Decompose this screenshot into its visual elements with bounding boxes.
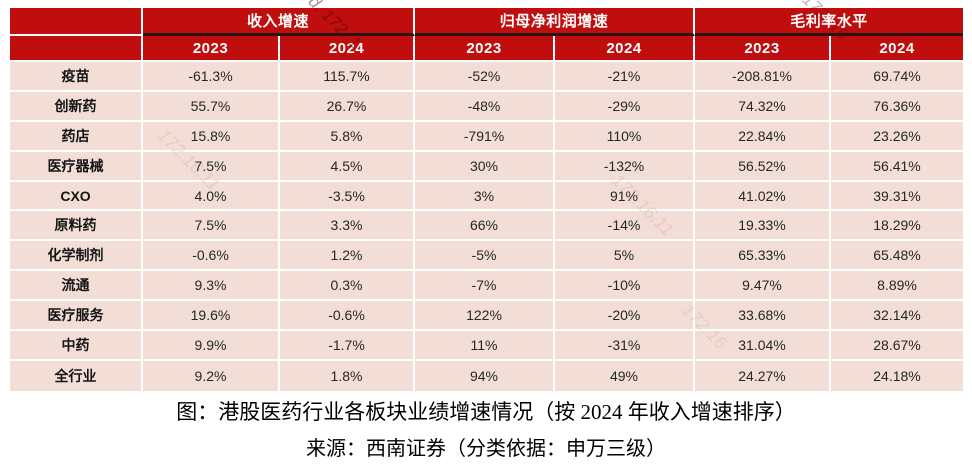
data-cell: 3.3% bbox=[280, 211, 415, 242]
data-cell: 4.5% bbox=[280, 151, 415, 182]
data-cell: 33.68% bbox=[695, 301, 831, 332]
group-header-revenue-growth: 收入增速 bbox=[143, 8, 415, 36]
data-cell: 1.2% bbox=[280, 241, 415, 272]
year-header: 2024 bbox=[280, 36, 415, 62]
data-cell: 24.27% bbox=[695, 360, 831, 391]
row-category: 药店 bbox=[10, 121, 143, 152]
data-cell: 5% bbox=[555, 241, 695, 272]
row-category: 医疗器械 bbox=[10, 151, 143, 182]
year-header: 2023 bbox=[143, 36, 280, 62]
data-cell: -208.81% bbox=[695, 62, 831, 92]
data-cell: -61.3% bbox=[143, 62, 280, 92]
data-cell: 31.04% bbox=[695, 331, 831, 361]
row-category: 医疗服务 bbox=[10, 301, 143, 332]
data-cell: 66% bbox=[415, 211, 555, 242]
data-cell: 39.31% bbox=[831, 181, 963, 212]
data-cell: 74.32% bbox=[695, 91, 831, 122]
performance-table: 收入增速 归母净利润增速 毛利率水平 2023 2024 2023 2024 2… bbox=[10, 8, 963, 391]
data-cell: 26.7% bbox=[280, 91, 415, 122]
data-cell: 41.02% bbox=[695, 181, 831, 212]
data-cell: 7.5% bbox=[143, 151, 280, 182]
data-cell: 4.0% bbox=[143, 181, 280, 212]
row-category: 原料药 bbox=[10, 211, 143, 242]
row-category: 化学制剂 bbox=[10, 241, 143, 272]
data-cell: 94% bbox=[415, 360, 555, 391]
data-cell: 91% bbox=[555, 181, 695, 212]
data-cell: 9.2% bbox=[143, 360, 280, 391]
data-cell: 69.74% bbox=[831, 62, 963, 92]
data-cell: 28.67% bbox=[831, 331, 963, 361]
row-category: 疫苗 bbox=[10, 62, 143, 92]
data-cell: -5% bbox=[415, 241, 555, 272]
data-cell: 19.6% bbox=[143, 301, 280, 332]
data-cell: -29% bbox=[555, 91, 695, 122]
data-cell: 122% bbox=[415, 301, 555, 332]
data-cell: 49% bbox=[555, 360, 695, 391]
data-cell: -21% bbox=[555, 62, 695, 92]
data-cell: 11% bbox=[415, 331, 555, 361]
data-cell: -10% bbox=[555, 271, 695, 302]
data-cell: 0.3% bbox=[280, 271, 415, 302]
data-cell: 18.29% bbox=[831, 211, 963, 242]
group-header-gross-margin: 毛利率水平 bbox=[695, 8, 963, 36]
data-cell: 19.33% bbox=[695, 211, 831, 242]
data-cell: 8.89% bbox=[831, 271, 963, 302]
data-cell: -20% bbox=[555, 301, 695, 332]
data-cell: 7.5% bbox=[143, 211, 280, 242]
year-header: 2024 bbox=[831, 36, 963, 62]
data-cell: -31% bbox=[555, 331, 695, 361]
data-cell: 55.7% bbox=[143, 91, 280, 122]
row-category: 中药 bbox=[10, 331, 143, 361]
data-cell: 22.84% bbox=[695, 121, 831, 152]
data-cell: -791% bbox=[415, 121, 555, 152]
corner-cell bbox=[10, 8, 143, 36]
data-cell: 1.8% bbox=[280, 360, 415, 391]
data-cell: 15.8% bbox=[143, 121, 280, 152]
row-category: 流通 bbox=[10, 271, 143, 302]
data-cell: 56.41% bbox=[831, 151, 963, 182]
group-header-net-profit-growth: 归母净利润增速 bbox=[415, 8, 695, 36]
data-cell: 30% bbox=[415, 151, 555, 182]
data-cell: 3% bbox=[415, 181, 555, 212]
data-cell: 115.7% bbox=[280, 62, 415, 92]
row-category: 全行业 bbox=[10, 360, 143, 391]
row-category: 创新药 bbox=[10, 91, 143, 122]
row-category: CXO bbox=[10, 181, 143, 212]
data-cell: -132% bbox=[555, 151, 695, 182]
year-header: 2024 bbox=[555, 36, 695, 62]
data-cell: 9.47% bbox=[695, 271, 831, 302]
data-cell: 24.18% bbox=[831, 360, 963, 391]
data-cell: 110% bbox=[555, 121, 695, 152]
figure-title: 图：港股医药行业各板块业绩增速情况（按 2024 年收入增速排序） bbox=[176, 400, 796, 424]
data-cell: -0.6% bbox=[143, 241, 280, 272]
year-header: 2023 bbox=[695, 36, 831, 62]
data-cell: 9.9% bbox=[143, 331, 280, 361]
year-header: 2023 bbox=[415, 36, 555, 62]
data-cell: 9.3% bbox=[143, 271, 280, 302]
data-cell: 65.33% bbox=[695, 241, 831, 272]
data-cell: -3.5% bbox=[280, 181, 415, 212]
data-cell: -0.6% bbox=[280, 301, 415, 332]
data-cell: 5.8% bbox=[280, 121, 415, 152]
data-cell: -14% bbox=[555, 211, 695, 242]
data-cell: -52% bbox=[415, 62, 555, 92]
data-cell: -1.7% bbox=[280, 331, 415, 361]
figure-source: 来源：西南证券（分类依据：申万三级） bbox=[306, 438, 666, 460]
data-cell: 65.48% bbox=[831, 241, 963, 272]
data-cell: -48% bbox=[415, 91, 555, 122]
data-cell: 32.14% bbox=[831, 301, 963, 332]
data-cell: 76.36% bbox=[831, 91, 963, 122]
corner-cell-sub bbox=[10, 36, 143, 62]
data-cell: -7% bbox=[415, 271, 555, 302]
data-cell: 23.26% bbox=[831, 121, 963, 152]
data-cell: 56.52% bbox=[695, 151, 831, 182]
